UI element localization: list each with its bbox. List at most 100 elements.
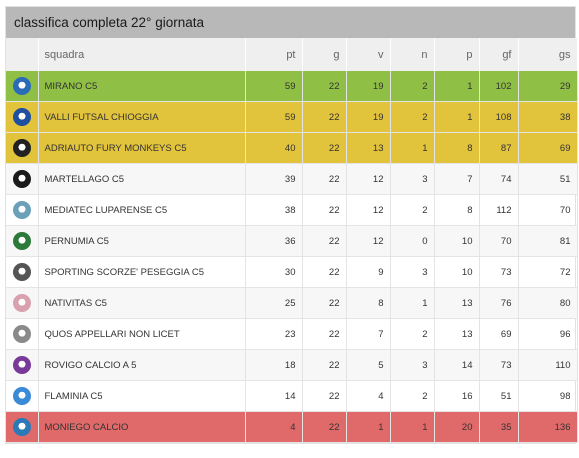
stat-p: 16 bbox=[434, 380, 480, 412]
stat-v: 9 bbox=[346, 256, 391, 288]
stat-g: 22 bbox=[302, 318, 347, 350]
stat-g: 22 bbox=[302, 349, 347, 381]
team-name[interactable]: NATIVITAS C5 bbox=[38, 287, 246, 319]
team-logo-cell bbox=[6, 132, 39, 164]
stat-gf: 73 bbox=[479, 349, 519, 381]
stat-v: 12 bbox=[346, 225, 391, 257]
team-name[interactable]: MEDIATEC LUPARENSE C5 bbox=[38, 194, 246, 226]
stat-v: 13 bbox=[346, 132, 391, 164]
team-logo-cell bbox=[6, 256, 39, 288]
luparense-crest-icon bbox=[12, 201, 31, 219]
stat-p: 8 bbox=[434, 194, 480, 226]
stat-gf: 87 bbox=[479, 132, 519, 164]
table-row[interactable]: ADRIAUTO FURY MONKEYS C540221318876918 bbox=[6, 132, 578, 164]
team-name[interactable]: SPORTING SCORZE' PESEGGIA C5 bbox=[38, 256, 246, 288]
stat-gf: 70 bbox=[479, 225, 519, 257]
stat-g: 22 bbox=[302, 71, 347, 102]
quos-crest-icon bbox=[12, 325, 31, 343]
stat-n: 0 bbox=[390, 225, 435, 257]
stat-v: 19 bbox=[346, 101, 391, 133]
stat-n: 1 bbox=[390, 132, 435, 164]
team-name[interactable]: MARTELLAGO C5 bbox=[38, 163, 246, 195]
stat-g: 22 bbox=[302, 225, 347, 257]
stat-n: 2 bbox=[390, 318, 435, 350]
stat-pt: 38 bbox=[245, 194, 303, 226]
team-logo-cell bbox=[6, 318, 39, 350]
stat-n: 2 bbox=[390, 380, 435, 412]
stat-gf: 74 bbox=[479, 163, 519, 195]
stat-gf: 73 bbox=[479, 256, 519, 288]
header-p[interactable]: p bbox=[434, 38, 480, 71]
team-name[interactable]: PERNUMIA C5 bbox=[38, 225, 246, 257]
pernumia-crest-icon bbox=[12, 232, 31, 250]
team-name[interactable]: ROVIGO CALCIO A 5 bbox=[38, 349, 246, 381]
nativitas-crest-icon bbox=[12, 294, 31, 312]
table-row[interactable]: SPORTING SCORZE' PESEGGIA C5 30 22 9 3 10 73 72… bbox=[6, 256, 578, 288]
stat-gs: 80 bbox=[518, 287, 578, 319]
stat-v: 5 bbox=[346, 349, 391, 381]
stat-g: 22 bbox=[302, 256, 347, 288]
martellago-crest-icon bbox=[12, 170, 31, 188]
stat-gs: 98 bbox=[518, 380, 578, 412]
stat-gs: 110 bbox=[518, 349, 578, 381]
stat-p: 14 bbox=[434, 349, 480, 381]
stat-n: 3 bbox=[390, 256, 435, 288]
stat-gs: 96 bbox=[518, 318, 578, 350]
header-gf[interactable]: gf bbox=[479, 38, 519, 71]
stat-g: 22 bbox=[302, 380, 347, 412]
stat-gs: 51 bbox=[518, 163, 578, 195]
table-row[interactable]: MARTELLAGO C539221237745123 bbox=[6, 163, 578, 195]
stat-pt: 25 bbox=[245, 287, 303, 319]
stat-gf: 112 bbox=[479, 194, 519, 226]
team-name[interactable]: FLAMINIA C5 bbox=[38, 380, 246, 412]
stat-p: 8 bbox=[434, 132, 480, 164]
stat-gs: 38 bbox=[518, 101, 578, 133]
stat-gf: 51 bbox=[479, 380, 519, 412]
team-name[interactable]: VALLI FUTSAL CHIOGGIA bbox=[38, 101, 246, 133]
stat-v: 12 bbox=[346, 194, 391, 226]
stat-g: 22 bbox=[302, 287, 347, 319]
team-name[interactable]: MIRANO C5 bbox=[38, 71, 246, 102]
table-row[interactable]: VALLI FUTSAL CHIOGGIA592219211083870 bbox=[6, 101, 578, 133]
stat-g: 22 bbox=[302, 132, 347, 164]
header-pt[interactable]: pt bbox=[245, 38, 303, 71]
stat-gf: 35 bbox=[479, 411, 519, 443]
fury-monkeys-crest-icon bbox=[12, 139, 31, 157]
table-row[interactable]: MIRANO C5592219211022973 bbox=[6, 71, 578, 102]
header-squadra[interactable]: squadra bbox=[38, 38, 246, 71]
stat-n: 1 bbox=[390, 287, 435, 319]
stat-v: 7 bbox=[346, 318, 391, 350]
header-gs[interactable]: gs bbox=[518, 38, 578, 71]
stat-gs: 136 bbox=[518, 411, 578, 443]
team-name[interactable]: ADRIAUTO FURY MONKEYS C5 bbox=[38, 132, 246, 164]
table-header-row: squadra pt g v n p gf gs dr bbox=[6, 38, 579, 71]
stat-n: 3 bbox=[390, 349, 435, 381]
stat-pt: 23 bbox=[245, 318, 303, 350]
header-logo-cell bbox=[6, 38, 39, 71]
stat-p: 20 bbox=[434, 411, 480, 443]
header-v[interactable]: v bbox=[346, 38, 391, 71]
table-row[interactable]: MEDIATEC LUPARENSE C5382212281127042 bbox=[6, 194, 578, 226]
header-g[interactable]: g bbox=[302, 38, 347, 71]
stat-v: 4 bbox=[346, 380, 391, 412]
header-n[interactable]: n bbox=[390, 38, 435, 71]
team-name[interactable]: MONIEGO CALCIO bbox=[38, 411, 246, 443]
team-logo-cell bbox=[6, 380, 39, 412]
team-name[interactable]: QUOS APPELLARI NON LICET bbox=[38, 318, 246, 350]
stat-pt: 36 bbox=[245, 225, 303, 257]
team-logo-cell bbox=[6, 287, 39, 319]
stat-n: 2 bbox=[390, 71, 435, 102]
stat-gf: 102 bbox=[479, 71, 519, 102]
valli-chioggia-crest-icon bbox=[12, 108, 31, 126]
stat-p: 7 bbox=[434, 163, 480, 195]
stat-n: 3 bbox=[390, 163, 435, 195]
standings-title: classifica completa 22° giornata bbox=[6, 7, 575, 38]
stat-v: 19 bbox=[346, 71, 391, 102]
stat-gf: 76 bbox=[479, 287, 519, 319]
